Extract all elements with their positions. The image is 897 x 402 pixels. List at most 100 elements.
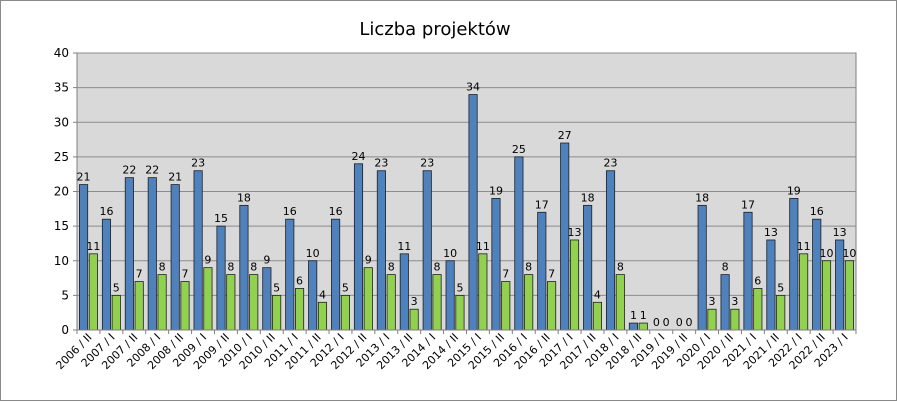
y-tick-label: 35	[54, 81, 69, 95]
bar-series-1	[766, 239, 776, 331]
data-label: 0	[676, 316, 683, 329]
bar-series-1	[789, 198, 799, 331]
data-label: 5	[777, 281, 784, 294]
bar-series-1	[720, 274, 730, 331]
data-label: 7	[136, 268, 143, 281]
data-label: 27	[558, 129, 572, 142]
data-label: 1	[630, 309, 637, 322]
y-tick-label: 0	[61, 323, 69, 337]
data-label: 22	[122, 164, 136, 177]
bar-series-2	[615, 274, 625, 331]
bar-series-1	[353, 163, 364, 331]
data-label: 7	[182, 268, 189, 281]
bar-series-2	[409, 308, 419, 331]
bar-series-2	[134, 281, 144, 331]
bar-series-1	[468, 94, 478, 331]
data-label: 3	[708, 295, 715, 308]
data-label: 8	[434, 261, 441, 274]
y-tick-label: 25	[54, 150, 69, 164]
data-label: 13	[833, 226, 847, 239]
data-label: 6	[296, 274, 303, 287]
bar-series-1	[399, 253, 409, 331]
data-label: 7	[548, 268, 555, 281]
bar-series-2	[272, 294, 282, 331]
bar-series-2	[753, 288, 763, 331]
data-label: 23	[604, 157, 618, 170]
bar-series-1	[583, 204, 593, 331]
data-label: 18	[581, 191, 595, 204]
bar-series-2	[799, 253, 809, 331]
data-label: 34	[466, 81, 480, 94]
data-label: 25	[512, 143, 526, 156]
bar-series-1	[170, 184, 180, 331]
data-label: 17	[535, 198, 549, 211]
bar-series-1	[124, 177, 134, 331]
y-tick-label: 5	[61, 288, 69, 302]
data-label: 8	[250, 261, 257, 274]
data-label: 6	[754, 274, 761, 287]
data-label: 21	[168, 171, 182, 184]
bar-series-1	[193, 170, 203, 331]
bar-series-2	[317, 301, 328, 331]
bar-series-2	[821, 260, 832, 331]
data-label: 16	[810, 205, 824, 218]
bar-series-2	[180, 281, 190, 331]
data-label: 0	[653, 316, 660, 329]
data-label: 8	[159, 261, 166, 274]
data-label: 16	[329, 205, 343, 218]
data-label: 0	[663, 316, 670, 329]
data-label: 10	[306, 247, 320, 260]
bar-series-2	[249, 274, 259, 331]
bar-series-2	[569, 239, 580, 331]
data-label: 10	[443, 247, 457, 260]
bars	[79, 94, 854, 331]
data-label: 13	[568, 226, 582, 239]
data-label: 0	[686, 316, 693, 329]
data-label: 8	[617, 261, 624, 274]
data-label: 8	[227, 261, 234, 274]
data-label: 23	[420, 157, 434, 170]
data-label: 19	[787, 184, 801, 197]
bar-series-1	[445, 260, 455, 331]
data-label: 5	[456, 281, 463, 294]
data-label: 10	[820, 247, 834, 260]
y-tick-label: 10	[54, 254, 69, 268]
y-tick-label: 40	[54, 46, 69, 60]
data-label: 8	[722, 261, 729, 274]
y-axis: 0 5 10 15 20 25 30 35 40	[54, 46, 78, 337]
data-label: 11	[86, 240, 100, 253]
bar-series-1	[147, 177, 157, 331]
bar-series-2	[547, 281, 557, 331]
bar-series-1	[491, 198, 501, 331]
data-label: 8	[525, 261, 532, 274]
bar-series-1	[331, 218, 341, 331]
data-label: 4	[594, 288, 601, 301]
data-label: 11	[476, 240, 490, 253]
bar-series-1	[422, 170, 432, 331]
data-label: 5	[273, 281, 280, 294]
data-label: 18	[695, 191, 709, 204]
bar-series-1	[101, 218, 112, 331]
bar-series-1	[285, 218, 295, 331]
data-label: 24	[351, 150, 365, 163]
data-label: 7	[502, 268, 509, 281]
bar-series-2	[638, 322, 648, 331]
data-label: 5	[113, 281, 120, 294]
y-tick-label: 15	[54, 219, 69, 233]
data-label: 23	[191, 157, 205, 170]
data-label: 23	[374, 157, 388, 170]
bar-series-1	[262, 267, 272, 331]
data-label: 19	[489, 184, 503, 197]
data-label: 18	[237, 191, 251, 204]
data-label: 9	[365, 254, 372, 267]
bar-series-1	[537, 211, 547, 331]
data-label: 9	[204, 254, 211, 267]
data-label: 11	[397, 240, 411, 253]
data-label: 8	[388, 261, 395, 274]
bar-series-2	[88, 253, 98, 331]
data-label: 9	[263, 254, 270, 267]
bar-series-2	[707, 308, 717, 331]
bar-series-2	[340, 294, 350, 331]
bar-series-1	[239, 204, 249, 331]
